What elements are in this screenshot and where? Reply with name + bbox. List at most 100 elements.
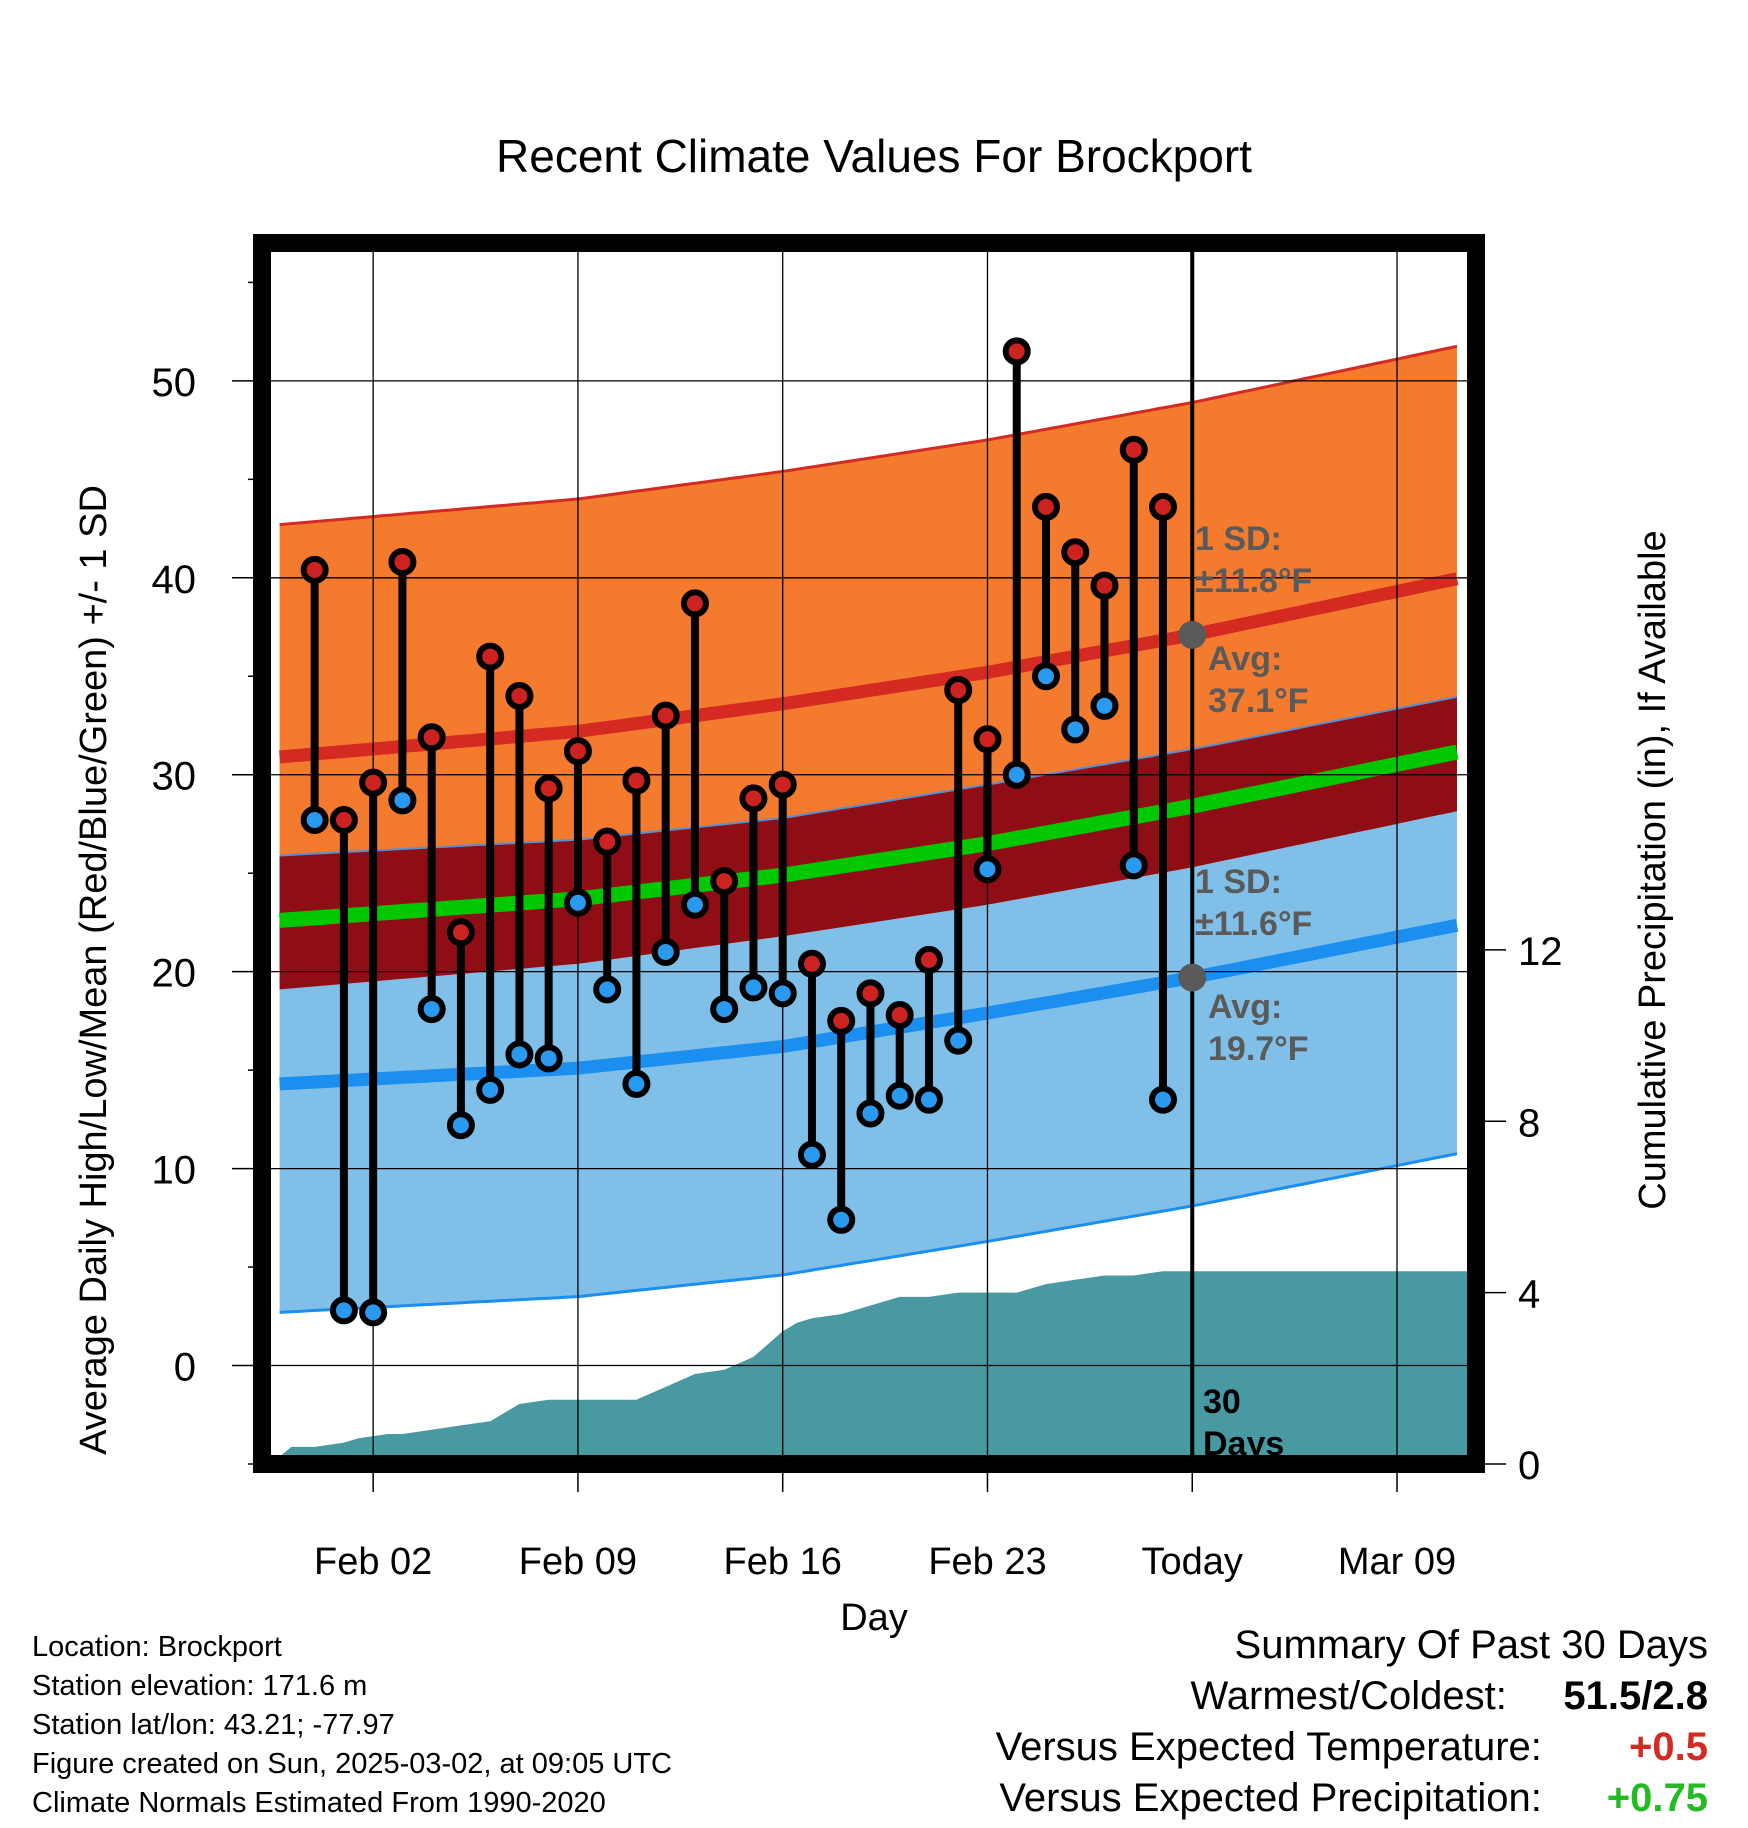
daily-low-point	[710, 995, 739, 1024]
x-tick-label: Mar 09	[1338, 1541, 1456, 1583]
daily-low-point	[300, 806, 329, 835]
daily-high-point	[476, 642, 505, 671]
window-days-number: 30	[1203, 1383, 1241, 1421]
daily-low-point	[1002, 760, 1031, 789]
daily-low-point	[680, 890, 709, 919]
daily-high-point	[827, 1006, 856, 1035]
today-high-normal-marker	[1178, 620, 1207, 649]
daily-high-point	[680, 589, 709, 618]
daily-low-point	[885, 1081, 914, 1110]
daily-high-point	[914, 945, 943, 974]
daily-high-point	[300, 555, 329, 584]
daily-low-point	[534, 1044, 563, 1073]
daily-low-point	[1148, 1085, 1177, 1114]
daily-low-point	[856, 1099, 885, 1128]
daily-high-point	[622, 766, 651, 795]
daily-high-point	[446, 918, 475, 947]
low-lower-sd-line	[279, 1152, 1458, 1314]
normals-text: Climate Normals Estimated From 1990-2020	[32, 1787, 606, 1819]
warmest-coldest-label: Warmest/Coldest:	[1190, 1674, 1507, 1718]
daily-high-point	[944, 676, 973, 705]
y-tick-label: 20	[152, 952, 197, 996]
daily-low-point	[1061, 715, 1090, 744]
daily-high-point	[1061, 538, 1090, 567]
daily-high-point	[1148, 492, 1177, 521]
low-avg-label: Avg:	[1208, 988, 1282, 1026]
warmest-coldest-value: 51.5/2.8	[1563, 1674, 1708, 1718]
summary-temp: Versus Expected Temperature: +0.5	[996, 1722, 1708, 1773]
x-tick-label: Feb 09	[519, 1541, 637, 1583]
latlon-text: Station lat/lon: 43.21; -77.97	[32, 1709, 395, 1741]
daily-high-point	[710, 867, 739, 896]
daily-low-point	[827, 1205, 856, 1234]
precip-vs-expected-label: Versus Expected Precipitation:	[999, 1776, 1542, 1820]
daily-high-point	[973, 725, 1002, 754]
high-avg-label: Avg:	[1208, 640, 1282, 678]
low-upper-sd-line	[279, 695, 1458, 857]
daily-low-point	[505, 1040, 534, 1069]
low-sd-value: ±11.6°F	[1195, 905, 1312, 943]
elevation-text: Station elevation: 171.6 m	[32, 1670, 368, 1702]
high-sd-value: ±11.8°F	[1195, 562, 1312, 600]
daily-high-point	[797, 949, 826, 978]
summary-heading: Summary Of Past 30 Days	[1234, 1623, 1708, 1667]
daily-low-point	[973, 855, 1002, 884]
daily-low-point	[739, 973, 768, 1002]
daily-low-point	[1031, 662, 1060, 691]
x-tick-label: Feb 23	[928, 1541, 1046, 1583]
summary-warmest-coldest: Warmest/Coldest: 51.5/2.8	[996, 1671, 1709, 1722]
daily-high-point	[1119, 435, 1148, 464]
high-upper-sd-line	[279, 344, 1458, 527]
low-sd-label: 1 SD:	[1195, 863, 1282, 901]
daily-low-point	[768, 979, 797, 1008]
daily-low-point	[593, 975, 622, 1004]
daily-low-point	[797, 1140, 826, 1169]
y-axis-label: Average Daily High/Low/Mean (Red/Blue/Gr…	[73, 485, 115, 1455]
daily-high-point	[885, 1000, 914, 1029]
chart-title: Recent Climate Values For Brockport	[496, 130, 1252, 182]
daily-high-point	[1002, 337, 1031, 366]
y2-tick-label: 8	[1518, 1101, 1540, 1145]
daily-low-point	[329, 1296, 358, 1325]
normal-mean-line	[278, 744, 1459, 928]
daily-low-point	[476, 1075, 505, 1104]
daily-low-point	[944, 1026, 973, 1055]
created-text: Figure created on Sun, 2025-03-02, at 09…	[32, 1748, 672, 1780]
summary-panel: Summary Of Past 30 Days Warmest/Coldest:…	[996, 1620, 1708, 1824]
daily-high-point	[768, 770, 797, 799]
daily-high-point	[856, 979, 885, 1008]
y2-tick-label: 4	[1518, 1273, 1540, 1317]
cumulative-precip-area	[270, 1271, 1477, 1464]
daily-low-point	[359, 1298, 388, 1327]
precip-vs-expected-value: +0.75	[1606, 1776, 1708, 1820]
daily-high-point	[563, 737, 592, 766]
low-avg-value: 19.7°F	[1208, 1030, 1309, 1068]
y-tick-label: 10	[152, 1149, 197, 1193]
high-sd-label: 1 SD:	[1195, 520, 1282, 558]
y2-tick-label: 0	[1518, 1444, 1540, 1488]
x-tick-label: Today	[1142, 1541, 1243, 1583]
daily-low-point	[446, 1111, 475, 1140]
daily-low-point	[388, 786, 417, 815]
daily-high-point	[417, 723, 446, 752]
normal-high-line	[279, 572, 1459, 764]
daily-low-point	[914, 1085, 943, 1114]
x-tick-label: Feb 16	[724, 1541, 842, 1583]
plot-frame	[253, 234, 1485, 1473]
location-text: Location: Brockport	[32, 1631, 282, 1663]
today-low-normal-marker	[1178, 963, 1207, 992]
y-tick-label: 40	[152, 558, 197, 602]
daily-low-point	[563, 888, 592, 917]
daily-high-point	[534, 774, 563, 803]
station-info: Location: Brockport Station elevation: 1…	[32, 1628, 672, 1823]
daily-high-point	[739, 784, 768, 813]
temp-vs-expected-label: Versus Expected Temperature:	[995, 1725, 1542, 1769]
daily-low-point	[1119, 851, 1148, 880]
daily-low-point	[1090, 691, 1119, 720]
daily-high-point	[359, 768, 388, 797]
climate-chart: Recent Climate Values For Brockport 1 SD…	[73, 130, 1674, 1639]
y-tick-label: 0	[174, 1346, 196, 1390]
y-tick-label: 50	[152, 361, 197, 405]
daily-high-point	[329, 806, 358, 835]
daily-high-point	[1031, 492, 1060, 521]
